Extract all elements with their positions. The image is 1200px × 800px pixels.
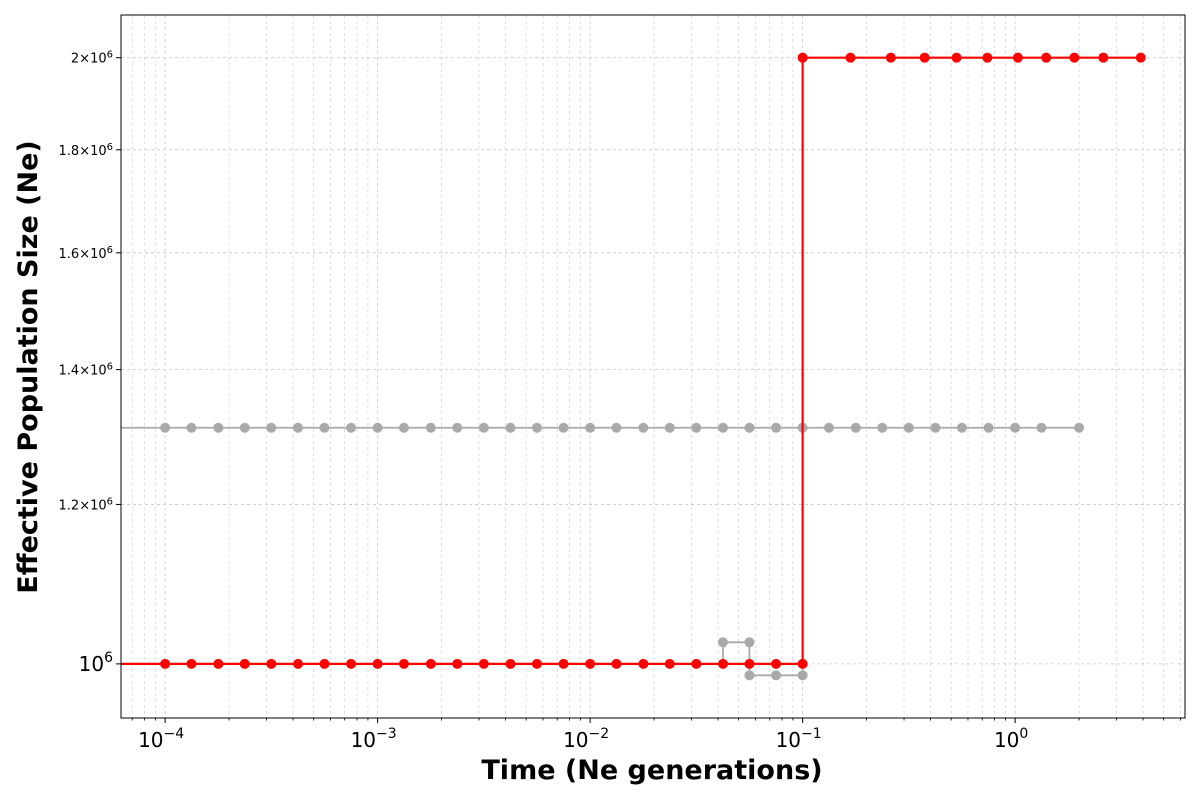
red-series-point	[585, 658, 596, 669]
gray-series-point	[398, 422, 409, 433]
gray-series-point	[611, 422, 622, 433]
red-series-point	[1069, 52, 1080, 63]
gray-series-point	[956, 422, 967, 433]
y-tick-label: 1.6×106	[59, 245, 113, 262]
x-tick-label: 10−4	[138, 726, 184, 752]
gray-series-point	[638, 422, 649, 433]
red-series-point	[186, 658, 197, 669]
red-series-point	[239, 658, 250, 669]
red-series-point	[951, 52, 962, 63]
series-layer	[121, 52, 1146, 681]
red-series-point	[319, 658, 330, 669]
red-series-point	[611, 658, 622, 669]
gray-series-point	[930, 422, 941, 433]
plot-frame	[120, 14, 1186, 719]
red-series-point	[691, 658, 702, 669]
y-tick-label: 1.4×106	[59, 362, 113, 379]
red-series-point	[845, 52, 856, 63]
gray-series-point	[452, 422, 463, 433]
gray-series-point	[744, 670, 755, 681]
gray-series-point	[186, 422, 197, 433]
y-tick-label: 106	[79, 650, 113, 676]
gray-series-point	[797, 670, 808, 681]
gray-series-point	[478, 422, 489, 433]
red-series-point	[744, 658, 755, 669]
red-series-point	[718, 658, 729, 669]
red-series-point	[1012, 52, 1023, 63]
red-series-point	[664, 658, 675, 669]
red-series-point	[797, 658, 808, 669]
gray-series-point	[850, 422, 861, 433]
red-series-point	[505, 658, 516, 669]
red-series-point	[885, 52, 896, 63]
gray-series-point	[1010, 422, 1021, 433]
x-tick-label: 100	[994, 726, 1028, 752]
x-tick-label: 10−1	[776, 726, 822, 752]
gray-series-point	[771, 422, 782, 433]
gray-series-point	[372, 422, 383, 433]
gray-series-point	[425, 422, 436, 433]
red-series-point	[797, 52, 808, 63]
gray-series-point	[1036, 422, 1047, 433]
red-series-point	[346, 658, 357, 669]
red-series-point	[398, 658, 409, 669]
red-series-point	[266, 658, 277, 669]
gray-series-point	[983, 422, 994, 433]
red-series-point	[478, 658, 489, 669]
gray-series-point	[505, 422, 516, 433]
gray-series-point	[691, 422, 702, 433]
red-series-point	[638, 658, 649, 669]
x-tick-label: 10−3	[351, 726, 397, 752]
x-tick-label: 10−2	[563, 726, 609, 752]
y-tick-label: 1.2×106	[59, 496, 113, 513]
gray-series-point	[903, 422, 914, 433]
red-series-point	[982, 52, 993, 63]
gray-series-point	[823, 422, 834, 433]
gray-series-point	[585, 422, 596, 433]
red-series-point	[452, 658, 463, 669]
gray-series-point	[664, 422, 675, 433]
gray-series-point	[266, 422, 277, 433]
red-series-point	[771, 658, 782, 669]
gray-series-point	[531, 422, 542, 433]
gray-series-point	[771, 670, 782, 681]
gray-series-point	[319, 422, 330, 433]
y-tick-label: 1.8×106	[59, 142, 113, 159]
gray-series-point	[292, 422, 303, 433]
y-axis-title: Effective Population Size (Ne)	[13, 140, 44, 594]
ticks-layer: 10−4 10−3 10−2 10−1 100 106 1.2×106 1.4×106 1.6×…	[59, 50, 1181, 752]
red-series-point	[919, 52, 930, 63]
red-series-point	[425, 658, 436, 669]
red-series-point	[1098, 52, 1109, 63]
red-series-point	[372, 658, 383, 669]
red-series-point	[1135, 52, 1146, 63]
gray-series-point	[1074, 422, 1085, 433]
red-series-point	[1041, 52, 1052, 63]
red-series-point	[292, 658, 303, 669]
red-series-point	[531, 658, 542, 669]
red-series-point	[558, 658, 569, 669]
gray-series-point	[558, 422, 569, 433]
y-tick-label: 2×106	[71, 50, 113, 67]
gray-series-point	[744, 422, 755, 433]
gray-series-point	[744, 637, 755, 648]
gray-series-point	[160, 422, 171, 433]
red-series-point	[213, 658, 224, 669]
red-series-point	[160, 658, 171, 669]
x-axis-title: Time (Ne generations)	[481, 755, 822, 786]
gray-series-point	[877, 422, 888, 433]
gray-series-point	[718, 637, 729, 648]
gray-series-point	[213, 422, 224, 433]
gray-series-point	[239, 422, 250, 433]
gray-series-point	[718, 422, 729, 433]
gray-series-point	[346, 422, 357, 433]
